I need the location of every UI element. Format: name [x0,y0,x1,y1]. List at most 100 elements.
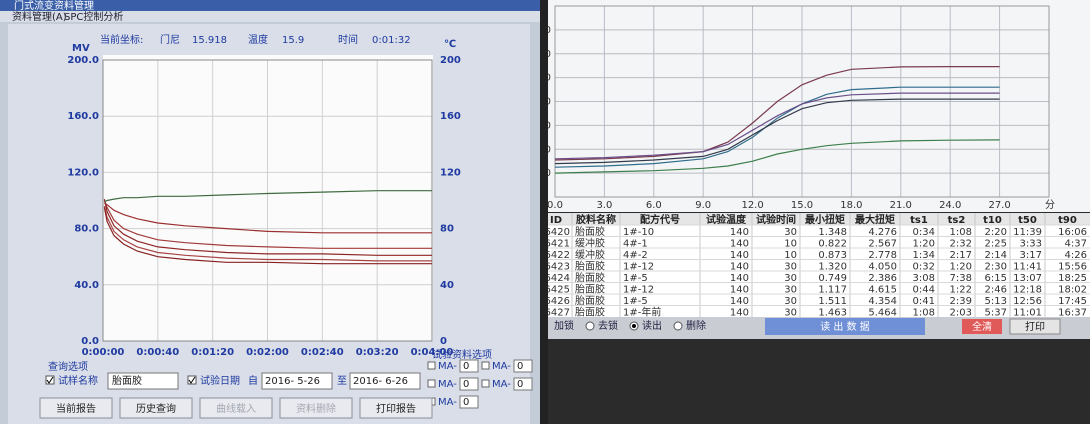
table-cell: 1#-5 [623,273,648,284]
checkbox[interactable] [187,375,197,385]
table-cell: 4:37 [1065,238,1087,249]
button-label: 全清 [972,320,992,333]
status-mode: 门尼 [160,33,180,46]
x-tick-label: 6.0 [646,200,662,211]
checkbox[interactable] [427,379,436,388]
buttons: 当前报告 历史查询 曲线载入 资料删除 打印报告 [39,397,433,419]
check [46,376,54,384]
check [188,376,196,384]
option-input[interactable] [459,377,479,391]
date-input[interactable] [349,372,421,390]
plot-frame [102,59,433,342]
table-cell: 0.873 [818,250,847,261]
option-value: 0 [517,361,523,372]
curve [104,190,432,203]
menu-item[interactable]: SPC控制分析 [64,10,123,23]
x-tick-label: 0:00:40 [136,347,179,358]
table-cell: 4.276 [868,227,897,238]
text-input[interactable] [107,372,179,390]
table-cell: 3:08 [913,273,935,284]
table-cell: 0:41 [913,296,935,307]
table-bg [548,213,1090,317]
table-cell: 胎面胶 [575,282,605,295]
table-cell: 2.567 [868,238,897,249]
table-cell: 1.511 [818,296,847,307]
input-value: 2016- 6-26 [353,376,408,387]
x-tick-label: 9.0 [695,200,711,211]
table-cell: 30 [784,227,797,238]
radio[interactable] [673,321,683,331]
curve [103,205,432,262]
column-header: 配方代号 [640,213,680,226]
date-input[interactable] [261,372,333,390]
radio-dot [632,324,636,328]
options: MA- 0 MA- 0 MA- 0 MA- 0 MA- 0 [427,359,533,409]
table-cell: 4.050 [868,261,897,272]
column-header: 试验时间 [756,213,796,226]
button[interactable] [119,397,193,419]
x-tick-label: 0:02:40 [301,347,344,358]
y2-tick-label: 80 [440,224,454,235]
radio[interactable] [585,321,595,331]
status-label: 温度 [248,33,268,46]
table-cell: 0:44 [913,284,935,295]
checkbox[interactable] [481,379,490,388]
column-header: 最小扭矩 [805,213,845,226]
x-tick-label: 12.0 [741,200,763,211]
status-value: 15.918 [192,35,227,46]
table-cell: 12:56 [1013,296,1042,307]
table-cell: 1:34 [913,250,935,261]
x-tick-label: 27.0 [988,200,1010,211]
table-cell: 140 [730,284,749,295]
option-input[interactable] [459,395,479,409]
table-cell: 1:20 [950,261,972,272]
status: 当前坐标: 门尼 15.918 温度 15.9 时间 0:01:32 [100,33,411,46]
button[interactable] [199,397,273,419]
table-cell: 1#-12 [623,261,654,272]
clear-button[interactable] [962,319,1002,334]
field-label: 至 [337,375,347,387]
option-input[interactable] [513,359,533,373]
field-label: 自 [248,374,258,387]
table-cell: 2.778 [868,250,897,261]
table-cell: 2:17 [950,250,972,261]
radio-label: 删除 [686,319,706,332]
y-tick-label: 3.00 [529,120,551,131]
x-tick-label: 3.0 [596,200,612,211]
read-data-button[interactable] [765,318,925,335]
print-button[interactable] [1009,318,1061,335]
option-value: 0 [517,379,523,390]
button-label: 历史查询 [136,402,176,415]
button-label: 资料删除 [296,402,336,415]
checkbox[interactable] [481,361,490,370]
checkbox[interactable] [427,361,436,370]
option-input[interactable] [513,377,533,391]
plot-frame [554,5,1050,198]
y2-tick-label: 40 [440,280,454,291]
y-tick-label: 6.00 [529,49,551,60]
column-header: 胶料名称 [576,213,616,226]
menu-item[interactable]: 资料管理(A) [12,10,67,23]
table-cell: 4.354 [868,296,897,307]
table-cell: 0:34 [913,227,935,238]
option-input[interactable] [459,359,479,373]
table-cell: 16422 [538,250,570,261]
table-cell: 30 [784,284,797,295]
table-cell: 140 [730,307,749,318]
table-cell: 17:45 [1058,296,1087,307]
x-tick-label: 21.0 [890,200,912,211]
table-cell: 2:20 [985,227,1007,238]
table-cell: 16:37 [1058,307,1087,318]
x-tick-label: 24.0 [939,200,961,211]
y-tick-label: 7.00 [529,25,551,36]
table-cell: 30 [784,273,797,284]
y2-tick-label: 0 [440,336,447,347]
button[interactable] [279,397,353,419]
table-cell: 2.386 [868,273,897,284]
checkbox[interactable] [45,375,55,385]
column-header: 最大扭矩 [855,213,895,226]
button[interactable] [359,397,433,419]
x-tick-label: 0.0 [547,200,563,211]
y-tick-label: 40.0 [74,280,99,291]
button[interactable] [39,397,113,419]
